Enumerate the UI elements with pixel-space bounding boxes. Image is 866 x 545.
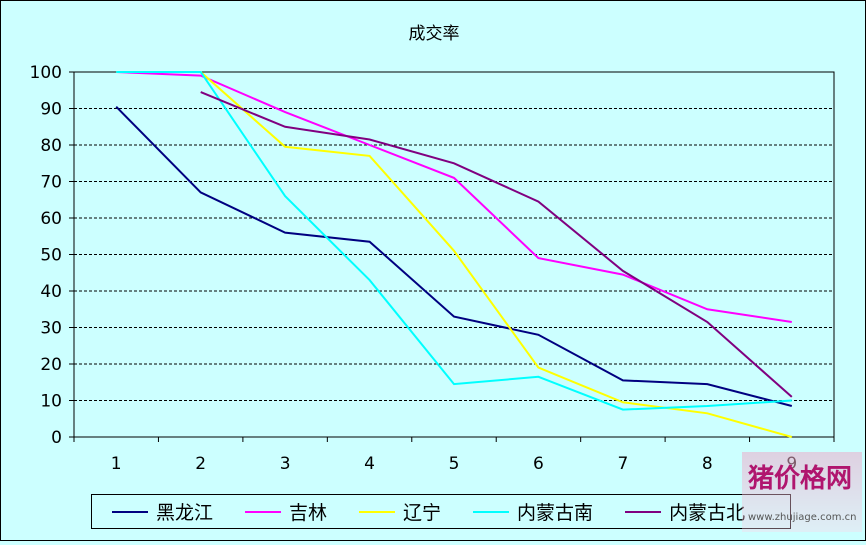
y-tick-label: 10 (40, 392, 62, 412)
watermark-text: 猪价格网 (748, 464, 853, 494)
y-tick-label: 20 (40, 355, 62, 375)
legend-item: 黑龙江 (112, 498, 213, 525)
series-line-5 (200, 91, 793, 398)
axes: 0102030405060708090100123456789 (30, 63, 835, 474)
y-tick-label: 60 (40, 209, 62, 229)
y-tick-label: 30 (40, 319, 62, 339)
x-tick-label: 3 (280, 454, 291, 474)
y-tick-label: 40 (40, 282, 62, 302)
watermark-logo: 猪价格网 www.zhujiage.com.cn (742, 452, 862, 532)
legend-swatch (625, 510, 662, 513)
legend-swatch (112, 510, 148, 513)
x-tick-label: 5 (449, 454, 460, 474)
legend-label: 吉林 (289, 502, 328, 524)
legend-item: 内蒙古北 (625, 498, 745, 525)
x-tick-label: 6 (533, 454, 544, 474)
legend-swatch (245, 510, 282, 513)
legend-swatch (473, 510, 510, 513)
gridlines (74, 108, 834, 401)
legend-item: 内蒙古南 (473, 498, 593, 525)
y-tick-label: 70 (40, 173, 62, 193)
y-tick-label: 90 (40, 100, 62, 120)
y-tick-label: 0 (51, 428, 62, 448)
y-tick-label: 50 (40, 246, 62, 266)
legend-label: 内蒙古北 (669, 502, 746, 524)
legend-label: 辽宁 (403, 502, 442, 524)
series-line-2 (116, 71, 792, 323)
legend-label: 黑龙江 (156, 502, 214, 524)
series-lines (115, 71, 793, 438)
chart-title: 成交率 (409, 24, 460, 44)
series-line-4 (116, 71, 792, 411)
legend-label: 内蒙古南 (517, 502, 594, 524)
x-tick-label: 8 (702, 454, 713, 474)
legend-item: 辽宁 (359, 498, 441, 525)
y-tick-label: 100 (30, 63, 62, 83)
legend-swatch (359, 510, 396, 513)
series-line-1 (115, 105, 793, 407)
series-line-3 (116, 71, 793, 438)
x-tick-label: 4 (364, 454, 375, 474)
y-tick-label: 80 (40, 136, 62, 156)
x-tick-label: 2 (195, 454, 206, 474)
legend-item: 吉林 (245, 498, 327, 525)
watermark-url: www.zhujiage.com.cn (748, 512, 857, 523)
x-tick-label: 1 (111, 454, 122, 474)
x-tick-label: 7 (617, 454, 628, 474)
legend: 黑龙江 吉林 辽宁 内蒙古南 内蒙古北 (91, 494, 791, 529)
